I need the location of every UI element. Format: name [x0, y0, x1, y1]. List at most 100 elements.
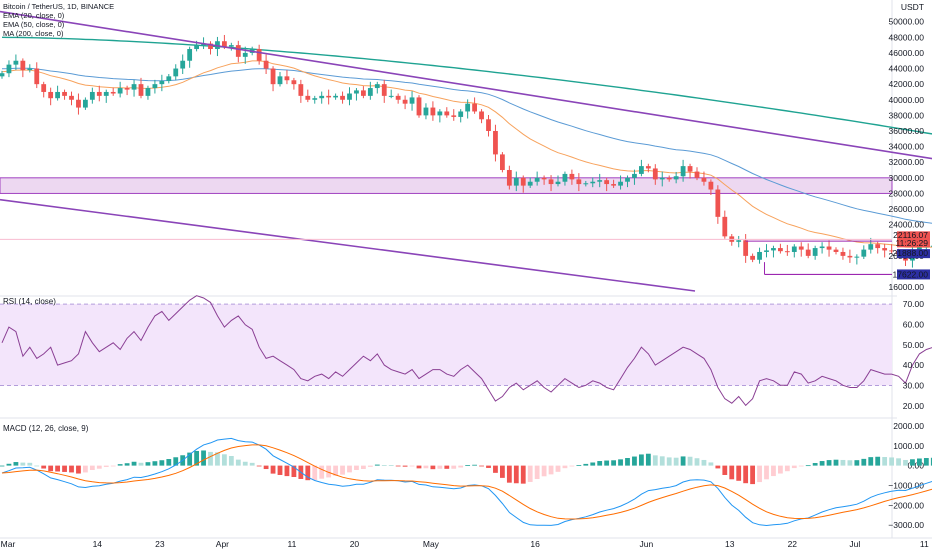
macd-histogram-bar [354, 465, 359, 470]
candle-body [263, 60, 269, 69]
macd-histogram-bar [666, 457, 672, 466]
candle-body [882, 248, 888, 251]
time-tick: 20 [350, 539, 360, 549]
macd-histogram-bar [840, 459, 846, 466]
macd-histogram-bar [611, 460, 616, 466]
macd-histogram-bar [20, 462, 26, 466]
macd-histogram-bar [235, 459, 241, 466]
macd-histogram-bar [83, 465, 88, 473]
candle-body [354, 90, 359, 94]
price-tick: 42000.00 [889, 79, 925, 89]
price-tick: 28000.00 [889, 188, 925, 198]
macd-histogram-bar [562, 465, 568, 469]
time-tick: Jun [639, 539, 653, 549]
candle-body [791, 246, 797, 252]
macd-tick: −1000.00 [888, 480, 924, 490]
macd-histogram-bar [319, 465, 325, 479]
candle-body [228, 45, 234, 47]
rsi-tick: 60.00 [903, 319, 925, 329]
candle-body [604, 180, 610, 185]
candle-body [479, 111, 484, 120]
candle-body [96, 91, 102, 96]
macd-histogram-bar [0, 465, 5, 467]
macd-histogram-bar [764, 465, 769, 480]
candle-body [0, 73, 5, 77]
candle-body [708, 181, 714, 190]
macd-histogram-bar [27, 462, 33, 466]
macd-histogram-bar [437, 465, 443, 469]
level-tag [897, 249, 930, 259]
macd-histogram-bar [96, 465, 102, 469]
macd-histogram-bar [555, 465, 561, 472]
macd-histogram-bar [750, 465, 755, 485]
candle-body [562, 173, 568, 182]
macd-histogram-bar [361, 465, 366, 470]
level-label: 21888.00 [893, 248, 929, 258]
last-price-tag [897, 231, 930, 248]
price-tick: 44000.00 [889, 64, 925, 74]
candle-body [583, 183, 589, 185]
macd-histogram-bar [708, 462, 714, 466]
candle-body [889, 250, 894, 252]
candle-body [256, 49, 262, 61]
macd-tick: −2000.00 [888, 500, 924, 510]
macd-histogram-bar [194, 450, 199, 466]
macd-histogram-bar [506, 465, 512, 483]
macd-histogram-bar [89, 465, 95, 470]
macd-histogram-bar [673, 457, 679, 466]
macd-histogram-bar [458, 465, 464, 468]
macd-histogram-bar [583, 463, 589, 466]
candle-body [117, 88, 123, 94]
candle-body [27, 68, 33, 71]
macd-histogram-bar [34, 465, 40, 467]
price-tick: 26000.00 [889, 204, 925, 214]
macd-histogram-bar [48, 465, 54, 472]
candle-body [826, 246, 832, 250]
candle-body [41, 84, 47, 92]
candle-body [625, 177, 630, 182]
macd-histogram-bar [402, 465, 408, 467]
macd-histogram-bar [917, 458, 922, 466]
candle-body [423, 107, 429, 116]
candle-body [416, 97, 422, 116]
macd-histogram-bar [242, 461, 248, 466]
candle-body [555, 181, 561, 185]
candle-body [235, 45, 241, 57]
macd-histogram-bar [166, 459, 172, 466]
macd-histogram-bar [381, 465, 387, 466]
macd-histogram-bar [757, 465, 762, 483]
price-tick: 34000.00 [889, 142, 925, 152]
candle-body [486, 119, 491, 131]
macd-histogram-bar [722, 465, 728, 475]
macd-histogram-bar [597, 461, 603, 466]
ema50-line [1, 67, 932, 224]
macd-tick: −3000.00 [888, 520, 924, 530]
candle-body [722, 216, 728, 237]
macd-histogram-bar [444, 465, 450, 469]
candle-body [62, 91, 67, 96]
candle-body [48, 91, 54, 99]
time-tick: 23 [155, 539, 165, 549]
time-tick: Mar [1, 539, 16, 549]
macd-histogram-bar [41, 465, 47, 469]
macd-histogram-bar [903, 459, 908, 466]
candle-body [458, 111, 464, 117]
macd-histogram-bar [812, 463, 818, 466]
macd-histogram-bar [291, 465, 297, 478]
candle-body [89, 91, 95, 100]
candle-body [312, 98, 318, 100]
macd-histogram-bar [249, 462, 255, 466]
candle-body [659, 177, 665, 180]
time-tick: 11 [287, 539, 296, 549]
macd-histogram-bar [173, 457, 179, 466]
rsi-tick: 50.00 [903, 340, 925, 350]
last-price-label: 22116.07 [893, 230, 928, 240]
macd-histogram-bar [791, 465, 797, 469]
candle-body [131, 84, 137, 90]
macd-histogram-bar [798, 465, 804, 467]
macd-histogram-bar [687, 456, 693, 466]
macd-histogram-bar [62, 465, 67, 472]
candle-body [159, 81, 165, 85]
time-tick: 22 [788, 539, 798, 549]
